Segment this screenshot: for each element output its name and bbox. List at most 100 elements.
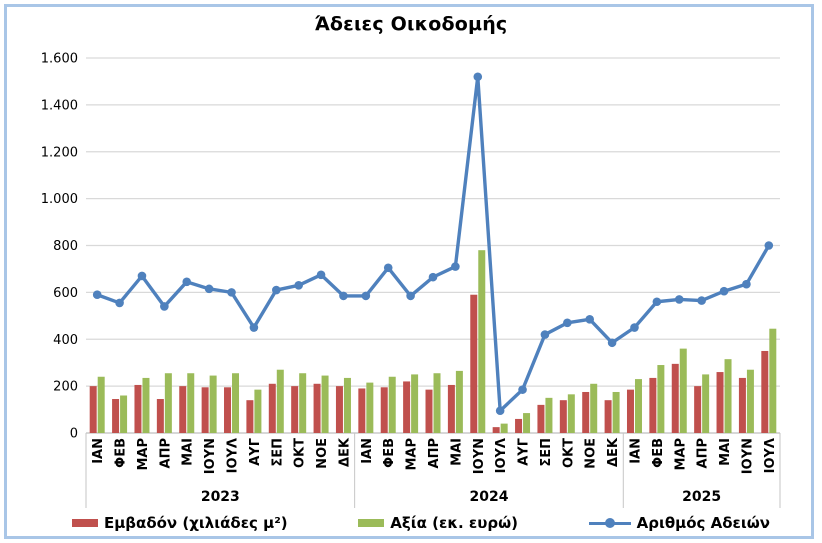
- permits-point: [585, 315, 595, 324]
- x-month-label: ΟΚΤ: [293, 438, 308, 468]
- area-series-swatch-icon: [72, 519, 98, 527]
- bar-value: [746, 369, 754, 433]
- bar-value: [321, 375, 329, 433]
- x-month-label: ΜΑΙ: [449, 438, 464, 466]
- bar-area: [447, 384, 455, 433]
- bar-value: [590, 383, 598, 433]
- legend-item-permits: Αριθμός Αδειών: [588, 514, 770, 532]
- legend-label-value: Αξία (εκ. ευρώ): [390, 514, 519, 532]
- bar-value: [433, 373, 441, 433]
- bar-value: [276, 369, 284, 433]
- y-tick-label: 1.000: [41, 192, 78, 207]
- x-month-label: ΦΕΒ: [114, 438, 129, 468]
- bar-area: [604, 400, 612, 433]
- bar-value: [411, 374, 419, 433]
- permits-point: [428, 272, 438, 282]
- year-label: 2023: [201, 489, 240, 505]
- bar-value: [142, 377, 150, 433]
- legend-label-permits: Αριθμός Αδειών: [636, 514, 770, 532]
- bar-value: [523, 413, 531, 433]
- x-month-label: ΦΕΒ: [382, 438, 397, 468]
- x-month-label: ΝΟΕ: [584, 438, 599, 469]
- y-tick-label: 600: [53, 286, 78, 301]
- permits-point: [160, 302, 169, 311]
- x-month-label: ΜΑΙ: [718, 438, 733, 466]
- bar-value: [209, 375, 217, 433]
- chart-title: Άδειες Οικοδομής: [314, 13, 508, 35]
- legend-label-area: Εμβαδόν (χιλιάδες μ²): [104, 514, 288, 532]
- bar-value: [724, 359, 732, 433]
- permits-point: [294, 281, 303, 290]
- bar-value: [366, 382, 374, 433]
- x-month-label: ΔΕΚ: [337, 437, 352, 467]
- bar-area: [201, 387, 209, 433]
- x-month-label: ΙΑΝ: [628, 438, 643, 464]
- permits-line: [96, 75, 771, 413]
- y-tick-label: 800: [53, 239, 78, 254]
- bar-area: [313, 383, 321, 433]
- x-month-label: ΜΑΡ: [405, 438, 420, 471]
- permits-point: [518, 385, 527, 394]
- x-month-label: ΝΟΕ: [315, 438, 330, 469]
- bar-value: [97, 376, 105, 433]
- bar-value: [187, 373, 195, 433]
- bar-area: [537, 404, 545, 433]
- permits-point: [697, 296, 706, 305]
- permits-point: [764, 241, 774, 250]
- bar-value: [545, 397, 553, 433]
- permits-point: [92, 290, 102, 300]
- permits-point: [563, 318, 572, 328]
- bar-value: [478, 250, 486, 433]
- bar-area: [156, 399, 164, 433]
- permits-series-swatch-icon: [588, 517, 631, 529]
- x-month-label: ΑΠΡ: [427, 438, 442, 468]
- permits-point: [540, 330, 550, 339]
- year-label: 2024: [469, 489, 508, 505]
- bar-value: [679, 348, 687, 433]
- permits-point: [652, 297, 662, 307]
- x-month-label: ΙΟΥΛ: [763, 438, 778, 473]
- bar-value: [455, 370, 463, 433]
- bar-area: [761, 350, 769, 433]
- bar-area: [649, 377, 657, 433]
- permits-point: [361, 291, 371, 301]
- permits-point: [719, 286, 729, 296]
- bar-area: [582, 391, 590, 433]
- bar-area: [268, 383, 276, 433]
- y-tick-label: 1.200: [41, 145, 78, 160]
- bar-area: [671, 363, 679, 433]
- bar-value: [120, 395, 128, 433]
- permits-point: [451, 262, 460, 271]
- x-month-label: ΙΟΥΛ: [494, 438, 509, 473]
- bar-area: [291, 386, 299, 433]
- x-month-label: ΣΕΠ: [539, 438, 554, 467]
- x-month-label: ΙΑΝ: [91, 438, 106, 464]
- permits-point: [339, 291, 348, 301]
- bar-value: [634, 379, 642, 433]
- permits-point: [495, 406, 505, 416]
- chart-legend: Εμβαδόν (χιλιάδες μ²) Αξία (εκ. ευρώ) Αρ…: [72, 512, 770, 534]
- x-month-label: ΑΥΓ: [517, 438, 532, 466]
- x-month-label: ΜΑΡ: [136, 438, 151, 471]
- permits-point: [316, 270, 326, 280]
- y-tick-label: 0: [70, 427, 78, 442]
- bar-area: [470, 294, 478, 433]
- bar-area: [738, 377, 746, 433]
- legend-dot-glyph: [604, 518, 615, 528]
- bar-area: [224, 387, 232, 433]
- bar-area: [626, 389, 634, 433]
- permits-point: [271, 285, 281, 295]
- x-month-label: ΔΕΚ: [606, 437, 621, 467]
- bar-area: [694, 386, 702, 433]
- bar-area: [179, 386, 187, 433]
- bar-area: [335, 386, 343, 433]
- bar-value: [232, 373, 240, 433]
- x-month-label: ΟΚΤ: [561, 438, 576, 468]
- legend-item-area: Εμβαδόν (χιλιάδες μ²): [72, 514, 288, 532]
- permits-point: [383, 263, 393, 273]
- permits-point: [249, 323, 259, 332]
- x-month-label: ΦΕΒ: [651, 438, 666, 468]
- bar-area: [134, 384, 142, 433]
- x-month-label: ΑΠΡ: [696, 438, 711, 468]
